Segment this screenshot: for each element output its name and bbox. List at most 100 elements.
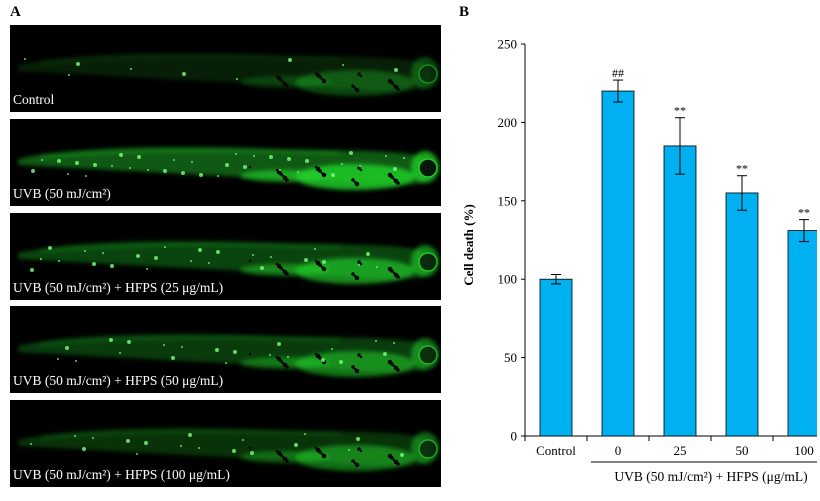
melanophore-spot bbox=[387, 172, 393, 178]
fluorescent-speck bbox=[92, 262, 96, 266]
significance-mark: ** bbox=[798, 206, 810, 220]
fluorescent-speck bbox=[341, 163, 343, 165]
melanophore-spot bbox=[387, 453, 393, 459]
melanophore-spot bbox=[351, 272, 355, 276]
fluorescent-speck bbox=[358, 264, 360, 266]
fluorescent-speck bbox=[48, 246, 52, 250]
fluorescent-speck bbox=[82, 447, 86, 451]
melanophore-spot bbox=[359, 262, 363, 266]
fluorescent-speck bbox=[154, 256, 158, 260]
fluorescent-speck bbox=[400, 453, 404, 457]
melanophore-spot bbox=[353, 274, 357, 278]
bar-50 bbox=[725, 192, 759, 437]
fluorescent-speck bbox=[216, 250, 220, 254]
x-tick-label: 25 bbox=[674, 443, 687, 458]
fluorescent-speck bbox=[321, 358, 325, 362]
fluorescent-speck bbox=[314, 248, 316, 250]
fluorescent-speck bbox=[322, 260, 326, 264]
melanophore-spot bbox=[359, 355, 363, 359]
fluorescent-speck bbox=[147, 169, 149, 171]
fish-image-control: Control bbox=[10, 25, 441, 112]
fluorescent-speck bbox=[304, 258, 308, 262]
fluorescent-speck bbox=[233, 350, 237, 354]
group-label: UVB (50 mJ/cm²) + HFPS (μg/mL) bbox=[614, 469, 807, 484]
melanophore-spot bbox=[353, 180, 357, 184]
fluorescent-speck bbox=[137, 155, 141, 159]
fluorescent-speck bbox=[163, 169, 167, 173]
fluorescent-speck bbox=[252, 254, 254, 256]
melanophore-spot bbox=[248, 165, 252, 169]
panel-a-letter: A bbox=[10, 4, 21, 20]
fluorescent-speck bbox=[171, 356, 175, 360]
fluorescent-speck bbox=[305, 159, 309, 163]
fluorescent-speck bbox=[270, 256, 272, 258]
fluorescent-speck bbox=[136, 254, 140, 258]
fluorescent-speck bbox=[67, 173, 69, 175]
fluorescent-speck bbox=[30, 443, 32, 445]
fluorescent-speck bbox=[93, 163, 97, 167]
fish-label: UVB (50 mJ/cm²) + HFPS (100 μg/mL) bbox=[13, 467, 230, 482]
fish-picture bbox=[18, 334, 439, 377]
melanophore-spot bbox=[392, 177, 396, 181]
bar-Control bbox=[539, 278, 573, 437]
melanophore-spot bbox=[392, 271, 396, 275]
fluorescent-speck bbox=[57, 159, 61, 163]
fluorescent-speck bbox=[331, 173, 335, 177]
melanophore-spot bbox=[320, 77, 324, 81]
fish-dorsal-streak bbox=[39, 336, 341, 345]
fluorescent-speck bbox=[394, 68, 398, 72]
fluorescent-speck bbox=[144, 441, 148, 445]
fluorescent-speck bbox=[331, 348, 333, 350]
fluorescent-speck bbox=[109, 338, 113, 342]
fluorescent-speck bbox=[348, 449, 350, 451]
fluorescent-speck bbox=[288, 58, 292, 62]
fluorescent-speck bbox=[339, 360, 343, 364]
fish-eye bbox=[418, 345, 438, 365]
melanophore-spot bbox=[392, 364, 396, 368]
fluorescent-speck bbox=[250, 451, 254, 455]
fluorescent-speck bbox=[76, 62, 80, 66]
melanophore-spot bbox=[314, 352, 318, 356]
melanophore-spot bbox=[359, 449, 363, 453]
melanophore-spot bbox=[392, 83, 396, 87]
fish-yolk bbox=[295, 351, 415, 377]
fluorescent-speck bbox=[130, 68, 132, 70]
melanophore-spot bbox=[281, 80, 285, 84]
melanophore-spot bbox=[281, 361, 285, 365]
x-tick-label: 50 bbox=[736, 443, 749, 458]
fluorescent-speck bbox=[304, 433, 306, 435]
fluorescent-speck bbox=[279, 169, 281, 171]
fluorescent-speck bbox=[75, 360, 77, 362]
fish-label: Control bbox=[13, 92, 55, 107]
fish-image-hfps-100: UVB (50 mJ/cm²) + HFPS (100 μg/mL) bbox=[10, 400, 441, 487]
melanophore-spot bbox=[387, 266, 393, 272]
fluorescent-speck bbox=[41, 159, 43, 161]
melanophore-spot bbox=[351, 84, 355, 88]
fluorescent-speck bbox=[127, 340, 131, 344]
fluorescent-speck bbox=[146, 268, 148, 270]
fluorescent-speck bbox=[92, 437, 94, 439]
fluorescent-speck bbox=[68, 74, 70, 76]
fish-yolk bbox=[295, 70, 415, 96]
y-tick-label: 150 bbox=[498, 193, 518, 208]
fish-picture bbox=[18, 241, 439, 284]
fluorescent-speck bbox=[75, 161, 79, 165]
zebrafish-larva bbox=[18, 53, 439, 96]
fluorescent-speck bbox=[182, 72, 186, 76]
melanophore-spot bbox=[353, 461, 357, 465]
melanophore-spot bbox=[281, 174, 285, 178]
significance-mark: ## bbox=[612, 66, 624, 80]
fluorescent-speck bbox=[119, 352, 121, 354]
melanophore-spot bbox=[392, 458, 396, 462]
fish-yolk bbox=[295, 164, 415, 190]
fluorescent-speck bbox=[110, 264, 114, 268]
fish-picture bbox=[18, 53, 439, 96]
melanophore-spot bbox=[281, 268, 285, 272]
x-tick-label: 0 bbox=[615, 443, 622, 458]
fluorescent-speck bbox=[349, 151, 353, 155]
y-tick-label: 200 bbox=[498, 115, 518, 130]
fluorescent-speck bbox=[190, 260, 192, 262]
fluorescent-speck bbox=[385, 155, 387, 157]
fluorescent-speck bbox=[208, 262, 210, 264]
fish-label: UVB (50 mJ/cm²) bbox=[13, 186, 111, 201]
